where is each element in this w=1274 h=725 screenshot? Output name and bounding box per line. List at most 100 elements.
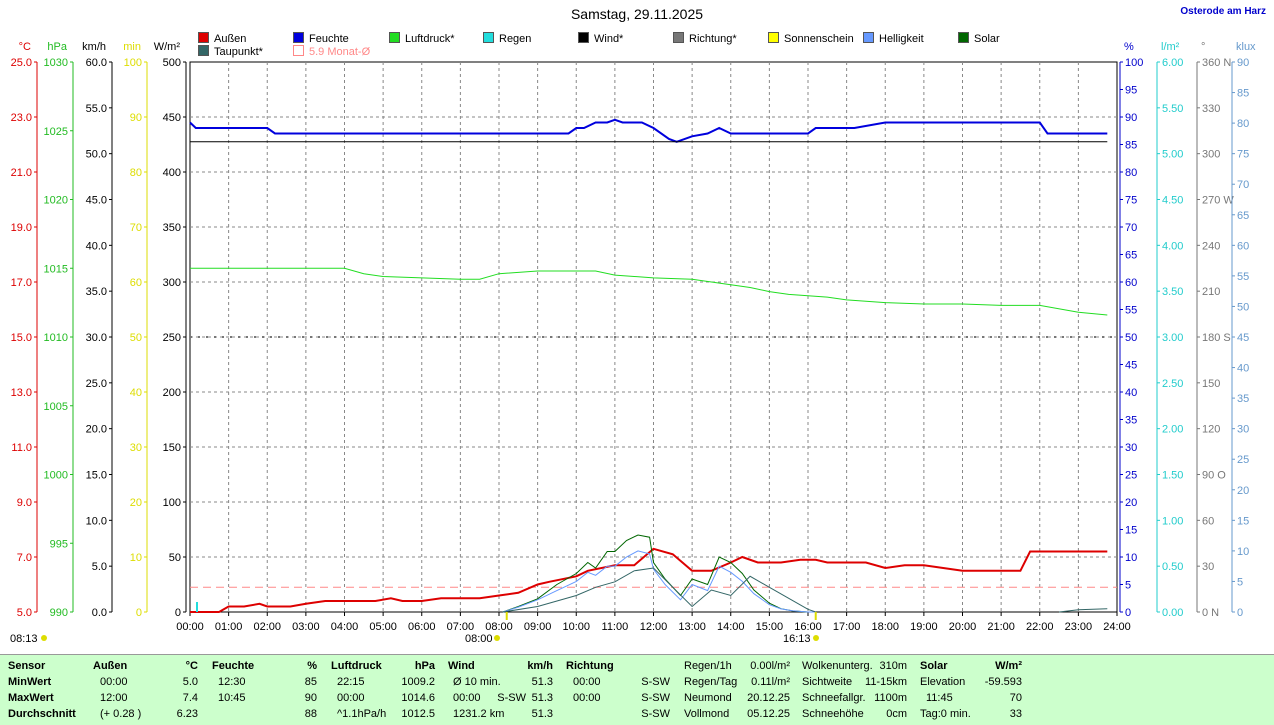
summary-extra-key: Wolkenunterg. <box>802 660 873 672</box>
summary-extra-key: Sichtweite <box>802 676 853 688</box>
series-line <box>190 547 1108 613</box>
legend-label: Richtung* <box>689 33 737 45</box>
summary-wind-value: 51.3 <box>531 692 553 704</box>
summary-header-solar: Solar <box>920 660 948 672</box>
summary-row-label: MinWert <box>8 676 52 688</box>
left-axis-tick-label: 23.0 <box>11 112 32 124</box>
summary-aussen-time: 00:00 <box>100 676 128 688</box>
summary-feuchte-value: 90 <box>304 692 317 704</box>
right-axis-tick-label: 4.50 <box>1162 195 1183 207</box>
summary-header-sensor: Sensor <box>8 660 46 672</box>
right-axis-tick-label: 70 <box>1237 179 1249 191</box>
left-axis-tick-label: 60.0 <box>86 57 107 69</box>
summary-panel: Sensor Außen °C Feuchte% Luftdruck hPa Wind km/… <box>0 654 1274 725</box>
summary-aussen-value: 7.4 <box>182 692 198 704</box>
right-axis-tick-label: 80 <box>1125 167 1137 179</box>
x-tick-label: 17:00 <box>833 621 861 633</box>
legend-swatch <box>673 32 684 43</box>
summary-feuchte-value: 88 <box>304 708 317 720</box>
right-axis-tick-label: 85 <box>1125 140 1137 152</box>
legend-entry: Wind* <box>578 32 623 45</box>
summary-header-richtung: Richtung <box>566 660 614 672</box>
legend-label: Außen <box>214 33 247 45</box>
x-tick-label: 19:00 <box>910 621 938 633</box>
summary-header-luftdruck: Luftdruck <box>331 660 382 672</box>
left-axis-tick-label: 1020 <box>44 195 68 207</box>
x-tick-label: 24:00 <box>1103 621 1131 633</box>
left-axis-tick-label: 20 <box>130 497 142 509</box>
series-line <box>1059 608 1108 613</box>
x-tick-label: 06:00 <box>408 621 436 633</box>
left-axis-unit: W/m² <box>154 41 181 53</box>
right-axis-tick-label: 90 <box>1237 57 1249 69</box>
right-axis-tick-label: 15 <box>1237 515 1249 527</box>
right-axis-tick-label: 4.00 <box>1162 240 1183 252</box>
legend-swatch <box>483 32 494 43</box>
left-axis-tick-label: 200 <box>163 387 181 399</box>
right-axis-tick-label: 6.00 <box>1162 57 1183 69</box>
right-axis-tick-label: 90 O <box>1202 470 1226 482</box>
right-axis-tick-label: 95 <box>1125 85 1137 97</box>
right-axis-tick-label: 70 <box>1125 222 1137 234</box>
right-axis-tick-label: 80 <box>1237 118 1249 130</box>
x-tick-label: 18:00 <box>871 621 899 633</box>
right-axis-tick-label: 0 <box>1237 607 1243 619</box>
left-axis-tick-label: 45.0 <box>86 195 107 207</box>
summary-unit-wind: km/h <box>527 660 553 672</box>
sun-icon <box>494 635 500 641</box>
x-tick-label: 22:00 <box>1026 621 1054 633</box>
summary-richtung-value: S-SW <box>641 708 670 720</box>
x-tick-label: 10:00 <box>562 621 590 633</box>
x-tick-label: 07:00 <box>447 621 475 633</box>
summary-richtung-value: S-SW <box>641 692 670 704</box>
summary-wind-time: 1231.2 km <box>453 708 505 720</box>
right-axis-tick-label: 65 <box>1125 250 1137 262</box>
x-tick-label: 09:00 <box>524 621 552 633</box>
left-axis-tick-label: 70 <box>130 222 142 234</box>
summary-unit-luftdruck: hPa <box>414 660 435 672</box>
left-axis-tick-label: 50.0 <box>86 149 107 161</box>
legend-swatch <box>863 32 874 43</box>
right-axis-tick-label: 2.00 <box>1162 424 1183 436</box>
legend-swatch <box>293 32 304 43</box>
summary-luftdruck-time: ^1.1hPa/h <box>337 708 387 720</box>
x-tick-label: 21:00 <box>987 621 1015 633</box>
left-axis-tick-label: 1015 <box>44 263 68 275</box>
left-axis-tick-label: 17.0 <box>11 277 32 289</box>
summary-feuchte-value: 85 <box>304 676 317 688</box>
left-axis-tick-label: 300 <box>163 277 181 289</box>
summary-luftdruck-value: 1012.5 <box>401 708 435 720</box>
summary-aussen-time: 12:00 <box>100 692 128 704</box>
left-axis-tick-label: 50 <box>130 332 142 344</box>
legend-entry: Regen <box>483 32 531 45</box>
summary-extra-value: 1100m <box>874 692 907 704</box>
legend-label: 5.9 Monat-Ø <box>309 46 371 58</box>
legend-entry: Feuchte <box>293 32 349 45</box>
left-axis-tick-label: 100 <box>124 57 142 69</box>
left-axis-tick-label: 11.0 <box>11 442 32 454</box>
summary-luftdruck-value: 1014.6 <box>401 692 435 704</box>
series-line <box>189 118 1108 143</box>
legend-label: Regen <box>499 33 532 45</box>
series-line <box>502 567 816 613</box>
summary-luftdruck-time: 00:00 <box>337 692 365 704</box>
right-axis-tick-label: 5 <box>1237 576 1243 588</box>
x-tick-label: 11:00 <box>602 621 629 633</box>
legend-entry: Luftdruck* <box>389 32 455 45</box>
summary-wind-dir: S-SW <box>497 692 526 704</box>
summary-luftdruck-value: 1009.2 <box>401 676 435 688</box>
left-axis-tick-label: 500 <box>163 57 181 69</box>
left-axis-tick-label: 9.0 <box>17 497 32 509</box>
right-axis-tick-label: 0 <box>1125 607 1131 619</box>
right-axis-tick-label: 240 <box>1202 240 1220 252</box>
legend-label: Helligkeit <box>879 33 924 45</box>
left-axis-unit: km/h <box>82 41 106 53</box>
right-axis-tick-label: 60 <box>1202 515 1214 527</box>
series-line <box>190 267 1108 316</box>
summary-wind-time: Ø 10 min. <box>453 676 501 688</box>
legend-label: Solar <box>974 33 1000 45</box>
x-tick-label: 00:00 <box>176 621 204 633</box>
right-axis-tick-label: 330 <box>1202 103 1220 115</box>
right-axis-tick-label: 2.50 <box>1162 378 1183 390</box>
left-axis-tick-label: 30 <box>130 442 142 454</box>
